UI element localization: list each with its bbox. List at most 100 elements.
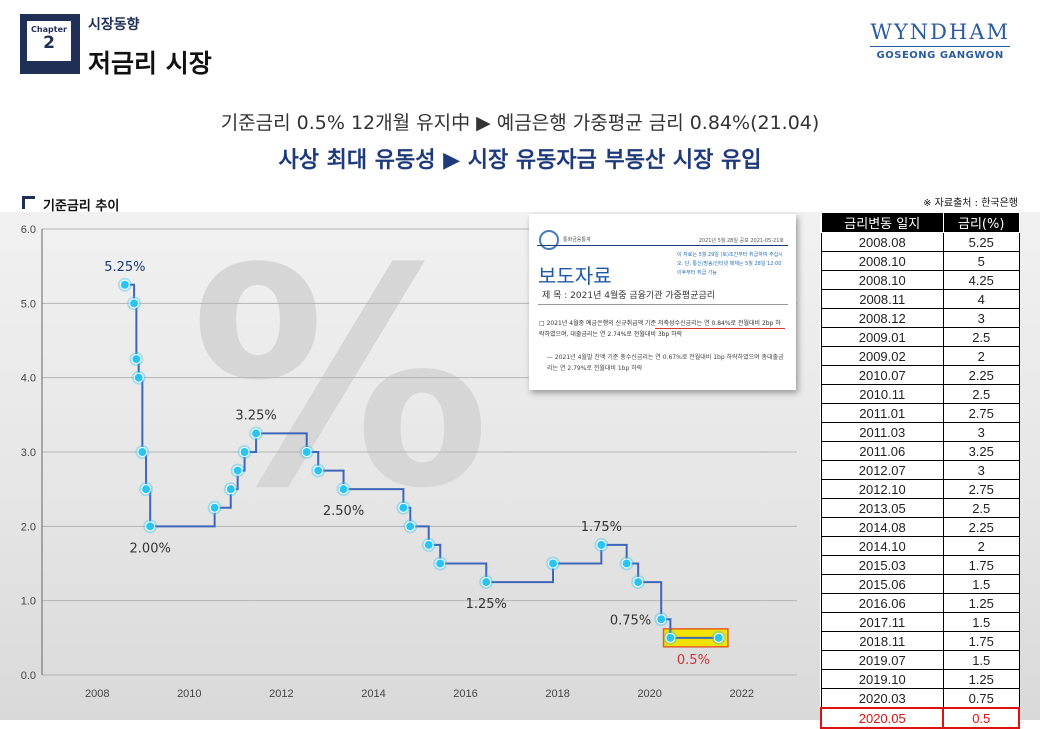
brand-logo: WYNDHAM GOSEONG GANGWON — [870, 20, 1010, 61]
table-row: 2009.02 2 — [820, 346, 1020, 366]
data-point — [301, 447, 312, 457]
press-paragraph-2: — 2021년 4월말 잔액 기준 총수신금리는 연 0.67%로 전월대비 1… — [547, 354, 784, 372]
data-point — [338, 484, 349, 495]
y-tick-label: 0.0 — [21, 670, 36, 682]
table-cell-rate: 3 — [942, 460, 1020, 480]
data-point — [313, 465, 324, 476]
data-point — [133, 372, 144, 383]
subtitle-line-1: 기준금리 0.5% 12개월 유지中 ▶ 예금은행 가중평균 금리 0.84%(… — [220, 112, 820, 134]
data-point — [621, 558, 632, 569]
table-cell-date: 2008.10 — [820, 270, 944, 290]
table-cell-date: 2019.10 — [820, 669, 944, 689]
table-cell-date: 2014.10 — [820, 536, 944, 556]
table-cell-date: 2015.03 — [820, 555, 944, 575]
table-row: 2010.11 2.5 — [820, 384, 1020, 404]
press-paragraph-1: □ 2021년 4월중 예금은행의 신규취급액 기준 저축성수신금리는 연 0.… — [539, 320, 781, 338]
rate-change-table: 금리변동 일지 금리(%) 2008.08 5.25 2008.10 5 2008.10… — [819, 212, 1020, 729]
table-row: 2012.10 2.75 — [820, 479, 1020, 499]
table-header-rate: 금리(%) — [942, 212, 1020, 233]
table-row: 2008.11 4 — [820, 289, 1020, 309]
background-percent-graphic: % — [190, 205, 491, 554]
data-point — [129, 298, 140, 309]
section-title: 기준금리 추이 — [43, 199, 120, 214]
data-point — [405, 521, 416, 532]
table-cell-date: 2009.02 — [820, 346, 944, 366]
table-cell-date: 2018.11 — [820, 631, 944, 651]
table-cell-rate: 1.75 — [942, 631, 1020, 651]
table-cell-rate: 2.75 — [942, 479, 1020, 499]
table-cell-rate: 2 — [942, 346, 1020, 366]
table-cell-date: 2016.06 — [820, 593, 944, 613]
table-cell-date: 2008.12 — [820, 308, 944, 328]
table-cell-rate: 3 — [942, 308, 1020, 328]
table-row: 2008.08 5.25 — [820, 232, 1020, 252]
chapter-tab: Chapter 2 — [27, 21, 71, 61]
press-org: 통화금융통계 — [563, 237, 591, 243]
x-tick-label: 2018 — [545, 688, 569, 700]
page-title: 저금리 시장 — [88, 49, 212, 78]
brand-name: WYNDHAM — [870, 20, 1010, 44]
table-cell-date: 2012.07 — [820, 460, 944, 480]
table-row: 2009.01 2.5 — [820, 327, 1020, 347]
data-label: 5.25% — [104, 260, 145, 275]
y-tick-label: 6.0 — [21, 224, 36, 236]
table-row: 2017.11 1.5 — [820, 612, 1020, 632]
chapter-number: 2 — [43, 33, 55, 53]
table-cell-date: 2011.06 — [820, 441, 944, 461]
table-row: 2013.05 2.5 — [820, 498, 1020, 518]
table-cell-date: 2019.07 — [820, 650, 944, 670]
data-point — [251, 428, 262, 439]
table-cell-rate: 1.75 — [942, 555, 1020, 575]
data-label: 3.25% — [235, 408, 276, 423]
table-cell-rate: 2.25 — [942, 517, 1020, 537]
table-cell-rate: 2.5 — [942, 327, 1020, 347]
data-label: 2.00% — [130, 541, 171, 556]
data-point — [225, 484, 236, 495]
x-tick-label: 2010 — [177, 688, 201, 700]
table-row: 2019.07 1.5 — [820, 650, 1020, 670]
table-row: 2012.07 3 — [820, 460, 1020, 480]
x-tick-label: 2022 — [730, 688, 754, 700]
table-row: 2020.03 0.75 — [820, 688, 1020, 709]
table-row: 2014.08 2.25 — [820, 517, 1020, 537]
rate-chart: 0.0 1.0 2.0 3.0 4.0 5.0 6.0 2008 2010 2012 2014 201… — [21, 224, 797, 700]
data-label: 1.75% — [581, 520, 622, 535]
table-cell-rate: 0.5 — [942, 707, 1020, 729]
table-cell-date: 2010.07 — [820, 365, 944, 385]
data-label: 0.75% — [610, 613, 651, 628]
table-row: 2011.06 3.25 — [820, 441, 1020, 461]
table-row: 2015.03 1.75 — [820, 555, 1020, 575]
table-row: 2014.10 2 — [820, 536, 1020, 556]
table-cell-rate: 1.25 — [942, 593, 1020, 613]
seal-icon — [539, 230, 559, 250]
table-cell-rate: 0.75 — [942, 688, 1020, 709]
table-cell-date: 2008.08 — [820, 232, 944, 252]
table-cell-date: 2020.03 — [820, 688, 944, 709]
table-row: 2020.05 0.5 — [819, 707, 1020, 729]
table-row: 2008.10 5 — [820, 251, 1020, 271]
data-label: 0.5% — [677, 653, 710, 668]
table-row: 2015.06 1.5 — [820, 574, 1020, 594]
table-cell-date: 2015.06 — [820, 574, 944, 594]
data-point — [209, 502, 220, 513]
table-cell-rate: 2.5 — [942, 498, 1020, 518]
table-cell-rate: 3 — [942, 422, 1020, 442]
data-point — [481, 577, 492, 588]
press-subject: 제 목 : 2021년 4월중 금융기관 가중평균금리 — [538, 288, 788, 305]
press-divider — [537, 245, 788, 246]
chapter-word: Chapter — [31, 25, 67, 34]
data-point — [713, 632, 724, 643]
y-tick-label: 5.0 — [21, 298, 36, 310]
table-cell-date: 2017.11 — [820, 612, 944, 632]
table-row: 2008.10 4.25 — [820, 270, 1020, 290]
table-cell-rate: 4 — [942, 289, 1020, 309]
data-point — [141, 484, 152, 495]
category-label: 시장동향 — [88, 17, 140, 33]
data-point — [665, 632, 676, 643]
x-tick-label: 2016 — [453, 688, 477, 700]
press-heading: 보도자료 — [538, 264, 612, 288]
table-cell-rate: 2 — [942, 536, 1020, 556]
data-point — [596, 539, 607, 550]
data-label: 2.50% — [323, 504, 364, 519]
table-cell-rate: 5.25 — [942, 232, 1020, 252]
